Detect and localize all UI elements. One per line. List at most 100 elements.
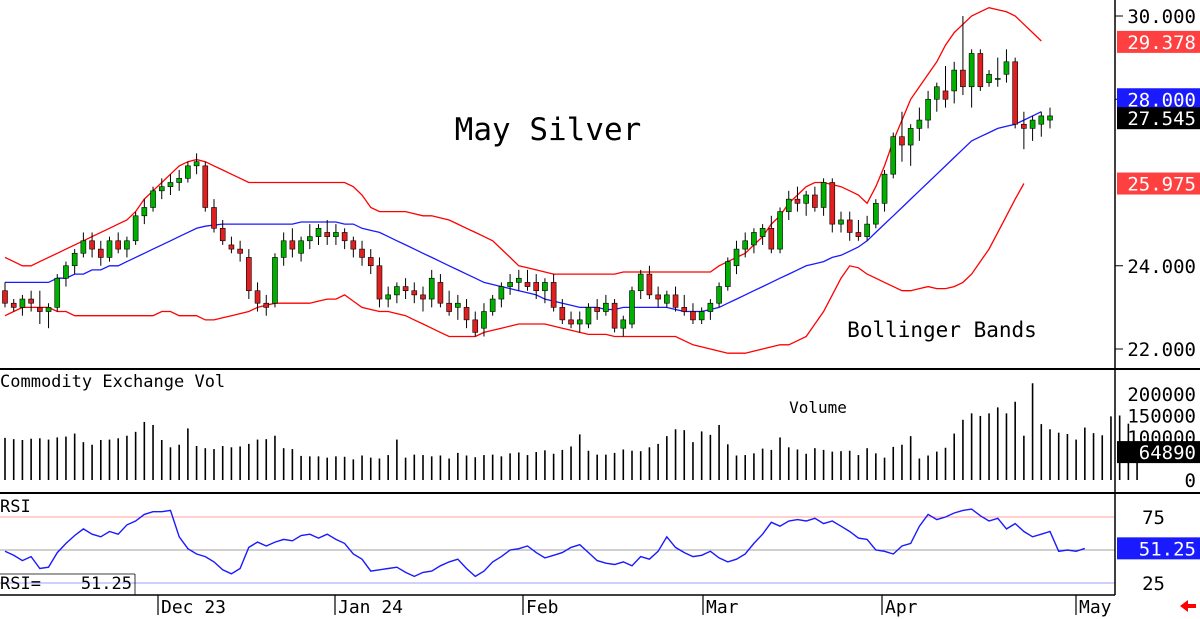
candle-body-up bbox=[542, 282, 548, 292]
candlestick bbox=[603, 294, 609, 316]
candle-body-up bbox=[637, 273, 644, 292]
candlestick bbox=[690, 303, 696, 325]
candlestick bbox=[402, 278, 409, 300]
candle-body-down bbox=[690, 311, 696, 321]
candlestick bbox=[629, 286, 635, 329]
candlestick bbox=[150, 186, 156, 212]
candlestick bbox=[933, 82, 940, 112]
candle-body-down bbox=[350, 240, 357, 250]
candle-body-up bbox=[925, 98, 931, 121]
candlestick bbox=[873, 199, 879, 229]
candlestick bbox=[733, 240, 740, 275]
candle-body-up bbox=[71, 252, 78, 267]
candle-body-down bbox=[263, 302, 270, 308]
candle-body-up bbox=[664, 294, 670, 304]
upper-bollinger-band bbox=[4, 7, 1042, 275]
price-label-box bbox=[1117, 107, 1200, 130]
candle-body-down bbox=[1021, 123, 1027, 129]
middle-bollinger-band bbox=[5, 111, 1042, 313]
candle-body-up bbox=[394, 286, 400, 296]
candlestick bbox=[942, 65, 949, 108]
volume-panel: Commodity Exchange Vol Volume 200000150000… bbox=[0, 372, 1200, 492]
candle-body-down bbox=[611, 302, 618, 329]
candlestick bbox=[263, 294, 270, 316]
date-label: Dec 23 bbox=[161, 597, 226, 618]
candlestick bbox=[899, 111, 905, 162]
candle-body-up bbox=[751, 232, 757, 246]
candlestick bbox=[437, 274, 444, 308]
candlestick bbox=[524, 269, 531, 291]
candle-body-up bbox=[907, 128, 914, 146]
candle-body-up bbox=[890, 136, 897, 175]
candle-body-down bbox=[202, 165, 209, 208]
candlestick bbox=[681, 294, 688, 316]
candle-body-down bbox=[437, 282, 444, 304]
price-panel: May Silver Bollinger Bands 30.000 28.000 24.… bbox=[2, 6, 1200, 361]
candlestick bbox=[211, 199, 217, 233]
candlestick bbox=[794, 186, 801, 212]
candlestick bbox=[820, 178, 827, 216]
candle-body-up bbox=[455, 302, 461, 308]
price-label-value: 29.378 bbox=[1127, 32, 1196, 54]
chart-title: May Silver bbox=[455, 112, 642, 148]
candlestick bbox=[515, 269, 522, 291]
candlestick bbox=[80, 232, 87, 258]
left-arrow-icon[interactable] bbox=[1180, 600, 1196, 612]
candle-body-up bbox=[158, 186, 165, 192]
rsi-readout-label: RSI= bbox=[0, 574, 41, 594]
candle-body-up bbox=[167, 182, 174, 187]
candlestick bbox=[785, 190, 792, 220]
price-tick-label: 22.000 bbox=[1127, 339, 1196, 361]
lower-bollinger-band bbox=[4, 183, 1025, 354]
candle-body-down bbox=[977, 53, 984, 88]
candlestick bbox=[916, 107, 923, 141]
candlestick bbox=[838, 211, 844, 233]
candle-body-down bbox=[411, 290, 418, 296]
candlestick bbox=[994, 57, 1001, 87]
candle-body-down bbox=[681, 307, 688, 312]
candle-body-down bbox=[10, 302, 17, 308]
candlestick bbox=[446, 290, 452, 316]
candle-body-up bbox=[994, 78, 1001, 80]
candle-body-down bbox=[211, 207, 217, 229]
candle-body-up bbox=[742, 240, 749, 250]
price-label-value: 25.975 bbox=[1127, 174, 1196, 196]
candle-body-down bbox=[794, 198, 801, 204]
candle-body-up bbox=[106, 240, 113, 258]
candlestick bbox=[219, 219, 226, 245]
date-label: Feb bbox=[526, 597, 559, 618]
candle-body-up bbox=[333, 232, 339, 237]
candle-body-down bbox=[550, 282, 557, 308]
candle-body-up bbox=[185, 165, 191, 179]
candle-body-down bbox=[829, 182, 836, 225]
rsi-tick-label: 75 bbox=[1142, 507, 1165, 529]
candle-body-up bbox=[63, 265, 69, 279]
candlestick bbox=[141, 199, 148, 225]
candle-body-up bbox=[45, 307, 52, 312]
candle-body-up bbox=[428, 277, 435, 300]
candlestick bbox=[759, 224, 766, 245]
price-label-box bbox=[1117, 172, 1200, 195]
candlestick bbox=[19, 294, 26, 316]
candlestick bbox=[637, 269, 644, 300]
candlestick bbox=[1003, 49, 1010, 83]
candlestick bbox=[968, 49, 975, 108]
candlestick bbox=[855, 219, 862, 241]
candlestick bbox=[63, 261, 69, 287]
candlestick bbox=[672, 286, 679, 312]
candle-body-up bbox=[150, 190, 156, 208]
price-label-value: 27.545 bbox=[1127, 108, 1196, 130]
candle-body-up bbox=[707, 302, 714, 312]
candlestick bbox=[359, 240, 365, 266]
bollinger-bands-label: Bollinger Bands bbox=[847, 318, 1037, 342]
candlestick bbox=[54, 274, 61, 312]
candle-body-up bbox=[489, 298, 496, 312]
candle-body-up bbox=[80, 240, 87, 254]
candlestick bbox=[724, 257, 731, 291]
candlestick bbox=[777, 207, 783, 254]
candlestick bbox=[1029, 115, 1036, 141]
candle-body-up bbox=[498, 286, 505, 300]
candle-body-up bbox=[19, 298, 26, 308]
